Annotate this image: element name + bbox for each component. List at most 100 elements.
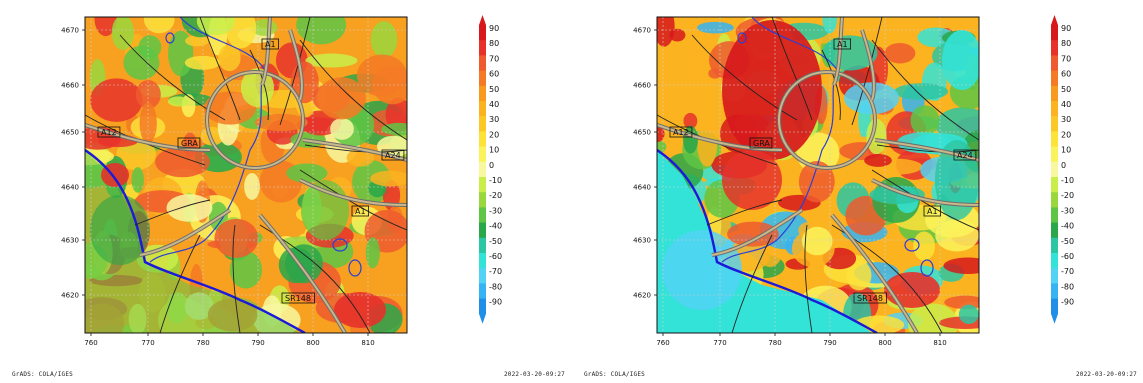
colorbar-swatch xyxy=(479,40,486,56)
colorbar-swatch xyxy=(479,131,486,147)
colorbar-swatch xyxy=(1051,116,1058,132)
x-tick-label: 760 xyxy=(84,339,97,347)
colorbar-swatch xyxy=(1051,298,1058,315)
colorbar-label: 80 xyxy=(489,39,499,48)
colorbar-swatch xyxy=(1051,207,1058,223)
road-label-text: A1 xyxy=(355,207,366,216)
colorbar-swatch xyxy=(1051,101,1058,117)
colorbar-label: -80 xyxy=(1061,282,1074,291)
road xyxy=(199,17,241,121)
colorbar-label: -70 xyxy=(1061,267,1074,276)
colorbar-label: -40 xyxy=(1061,222,1074,231)
colorbar-swatch xyxy=(1051,192,1058,208)
colorbar-swatch xyxy=(1051,268,1058,284)
colorbar-label: -30 xyxy=(489,206,502,215)
colorbar-label: -20 xyxy=(1061,191,1074,200)
colorbar-swatch xyxy=(479,101,486,117)
colorbar-label: 40 xyxy=(489,100,499,109)
motorway xyxy=(299,179,407,206)
lake xyxy=(737,32,747,44)
road-label-text: A1 xyxy=(265,40,276,49)
river xyxy=(721,17,838,263)
motorway xyxy=(711,209,803,256)
y-tick-label: 4620 xyxy=(61,292,79,300)
y-tick-label: 4660 xyxy=(633,82,651,90)
road xyxy=(871,169,979,231)
colorbar-swatch xyxy=(479,207,486,223)
footer-credit: GrADS: COLA/IGES xyxy=(584,371,645,378)
x-tick-label: 780 xyxy=(768,339,781,347)
colorbar: 90 80 70 60 50 40 30 20 10 0 -10 -20 -30 -40 -50 -60 -70… xyxy=(1051,15,1074,324)
colorbar-swatch xyxy=(1051,177,1058,193)
road-label-text: SR148 xyxy=(285,294,311,303)
road-label-text: SR148 xyxy=(857,294,883,303)
colorbar-arrow-bottom xyxy=(479,313,486,324)
footer-timestamp: 2022-03-20-09:27 xyxy=(504,371,565,378)
colorbar-label: 50 xyxy=(1061,85,1071,94)
colorbar-swatch xyxy=(479,85,486,102)
y-tick-label: 4650 xyxy=(633,129,651,137)
x-tick-label: 800 xyxy=(878,339,891,347)
road-label-text: A12 xyxy=(101,128,117,137)
motorway xyxy=(259,214,346,333)
road xyxy=(691,34,798,121)
coastline xyxy=(85,149,306,333)
road xyxy=(706,199,783,226)
x-tick-label: 770 xyxy=(141,339,154,347)
road-label-text: A12 xyxy=(673,128,689,137)
y-tick-label: 4670 xyxy=(633,27,651,35)
colorbar-label: 90 xyxy=(489,24,499,33)
y-tick-label: 4630 xyxy=(61,237,79,245)
road xyxy=(851,17,883,126)
motorway xyxy=(139,209,231,256)
road xyxy=(299,39,407,141)
colorbar-label: -10 xyxy=(1061,176,1074,185)
colorbar-label: 30 xyxy=(489,115,499,124)
colorbar-swatch xyxy=(479,25,486,41)
colorbar-swatch xyxy=(479,283,486,299)
colorbar-swatch xyxy=(1051,253,1058,269)
road xyxy=(159,234,201,333)
colorbar-label: -20 xyxy=(489,191,502,200)
colorbar-label: 70 xyxy=(489,54,499,63)
x-tick-label: 780 xyxy=(196,339,209,347)
map-frame xyxy=(656,16,980,334)
road-label: SR148 xyxy=(853,292,887,304)
colorbar-label: -40 xyxy=(489,222,502,231)
colorbar-swatch xyxy=(479,268,486,284)
road-label: A1 xyxy=(833,38,852,50)
road xyxy=(134,199,211,226)
road-label-text: A24 xyxy=(957,151,973,160)
colorbar-swatch xyxy=(1051,237,1058,254)
colorbar-label: 10 xyxy=(1061,146,1071,155)
road xyxy=(119,34,226,121)
footer-timestamp: 2022-03-20-09:27 xyxy=(1076,371,1137,378)
footer-credit: GrADS: COLA/IGES xyxy=(12,371,73,378)
colorbar-label: 40 xyxy=(1061,100,1071,109)
road-label-text: A24 xyxy=(385,151,401,160)
colorbar-arrow-top xyxy=(479,15,486,25)
colorbar-swatch xyxy=(479,146,486,163)
motorway xyxy=(206,71,305,169)
colorbar-label: 10 xyxy=(489,146,499,155)
x-tick-label: 770 xyxy=(713,339,726,347)
road xyxy=(804,224,813,333)
colorbar-swatch xyxy=(1051,146,1058,163)
colorbar-label: 0 xyxy=(489,161,494,170)
road xyxy=(771,17,813,121)
lake xyxy=(920,259,934,277)
road-label: A12 xyxy=(669,126,693,138)
field-layer: A1 A12 GRA A24 A1 SR148 xyxy=(657,17,979,333)
colorbar-swatch xyxy=(479,55,486,71)
colorbar-swatch xyxy=(1051,70,1058,87)
motorway xyxy=(657,124,783,151)
colorbar-swatch xyxy=(1051,222,1058,239)
colorbar-swatch xyxy=(479,177,486,193)
colorbar-label: 90 xyxy=(1061,24,1071,33)
colorbar-label: -90 xyxy=(1061,298,1074,307)
field-layer: A1 A12 GRA A24 A1 SR148 xyxy=(85,17,407,333)
motorway xyxy=(261,17,271,86)
road-label-text: GRA xyxy=(181,139,198,148)
y-tick-label: 4620 xyxy=(633,292,651,300)
